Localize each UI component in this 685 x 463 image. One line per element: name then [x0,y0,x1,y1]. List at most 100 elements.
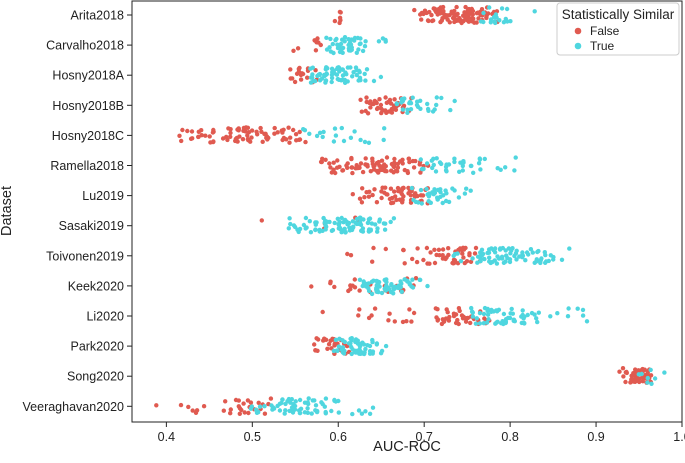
point-false [435,317,441,322]
point-false [313,48,319,53]
point-false [249,128,255,133]
point-false [453,320,459,326]
point-true [514,257,519,262]
point-false [249,135,254,140]
point-true [487,5,492,10]
point-true [351,224,356,229]
point-false [325,346,330,351]
point-true [336,77,342,83]
point-true [340,67,345,72]
point-false [379,195,384,201]
point-true [464,186,469,191]
point-true [452,159,457,165]
y-tick-label: Lu2019 [82,189,124,203]
point-true [433,169,439,174]
point-true [374,342,379,347]
point-false [400,157,405,162]
point-false [384,169,389,174]
y-tick-label: Hosny2018B [52,99,124,113]
point-true [356,68,362,74]
point-true [291,223,297,228]
point-true [325,219,330,224]
point-true [277,401,283,406]
point-true [310,72,315,77]
point-true [478,167,483,172]
point-true [362,139,368,145]
point-false [401,247,406,253]
point-true [460,163,465,169]
point-false [407,159,412,165]
point-true [425,101,430,107]
point-false [284,137,289,142]
point-true [384,283,389,288]
point-true [480,251,486,257]
point-true [367,349,373,354]
point-false [387,196,393,202]
y-tick-label: Ramella2018 [50,159,124,173]
point-false [461,13,466,18]
legend-swatch-false [574,27,582,35]
point-true [308,230,314,235]
point-false [394,197,399,203]
point-false [370,259,375,264]
point-true [288,221,293,227]
point-false [452,258,458,263]
point-true [430,165,435,171]
point-false [309,284,314,289]
point-true [290,410,296,415]
point-true [391,285,396,291]
point-true [350,74,355,79]
point-false [241,401,246,406]
point-true [257,404,263,409]
point-true [357,75,363,81]
point-true [302,128,308,133]
point-true [323,409,328,415]
point-false [464,12,470,17]
point-true [305,406,310,411]
point-true [379,290,385,296]
point-false [356,313,361,318]
x-tick-label: 0.5 [244,430,261,444]
point-false [453,13,459,18]
point-false [461,255,466,260]
point-true [418,187,424,193]
point-false [438,8,443,13]
point-true [409,284,414,289]
point-true [342,35,348,40]
point-false [428,250,433,255]
point-false [377,97,382,102]
point-true [363,39,368,44]
point-true [374,289,380,294]
x-tick-label: 0.7 [415,430,432,444]
point-true [374,278,379,284]
point-true [452,156,457,161]
point-true [306,396,311,401]
point-true [371,78,377,84]
point-false [237,406,243,411]
point-false [297,65,302,71]
point-true [283,401,288,407]
point-true [323,78,329,83]
point-false [372,306,378,311]
point-false [369,313,374,318]
point-true [534,259,539,264]
point-false [390,200,396,205]
point-false [414,259,420,265]
point-true [410,277,415,282]
point-true [524,250,530,255]
point-true [358,351,363,356]
point-true [323,396,329,401]
point-true [303,215,309,221]
point-true [648,367,653,373]
point-true [336,344,342,349]
point-false [318,42,323,48]
point-false [292,79,298,85]
y-tick-label: Sasaki2019 [59,219,124,233]
point-false [259,129,264,134]
point-true [509,306,514,312]
point-true [487,255,492,260]
point-true [305,400,310,405]
point-false [384,100,389,106]
point-false [248,139,253,144]
